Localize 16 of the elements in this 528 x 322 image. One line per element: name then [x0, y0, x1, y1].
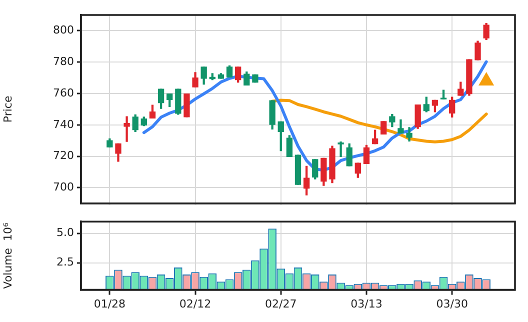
x-tick-label: 02/12	[179, 297, 212, 310]
y-tick-label: 5.0	[56, 226, 74, 240]
y-axis-title: Volume 10⁶	[1, 222, 14, 289]
y-tick-label: 740	[53, 118, 74, 131]
y-tick-label: 2.5	[56, 256, 74, 269]
candlestick	[252, 74, 258, 83]
x-tick-label: 02/27	[265, 297, 297, 310]
x-tick-label: 01/28	[94, 297, 126, 310]
y-axis-title: Price	[1, 96, 14, 123]
x-tick-label: 03/30	[436, 297, 468, 310]
x-tick-label: 03/13	[350, 297, 382, 310]
y-tick-label: 700	[53, 180, 74, 194]
y-tick-label: 780	[53, 54, 74, 68]
y-tick-label: 800	[53, 24, 74, 37]
y-tick-label: 720	[53, 149, 74, 162]
y-tick-label: 760	[53, 86, 74, 100]
